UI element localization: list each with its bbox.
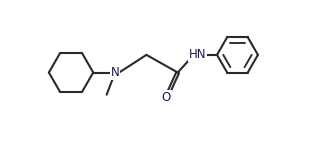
Text: O: O <box>162 91 171 104</box>
Text: HN: HN <box>189 48 206 61</box>
Text: N: N <box>111 66 120 79</box>
